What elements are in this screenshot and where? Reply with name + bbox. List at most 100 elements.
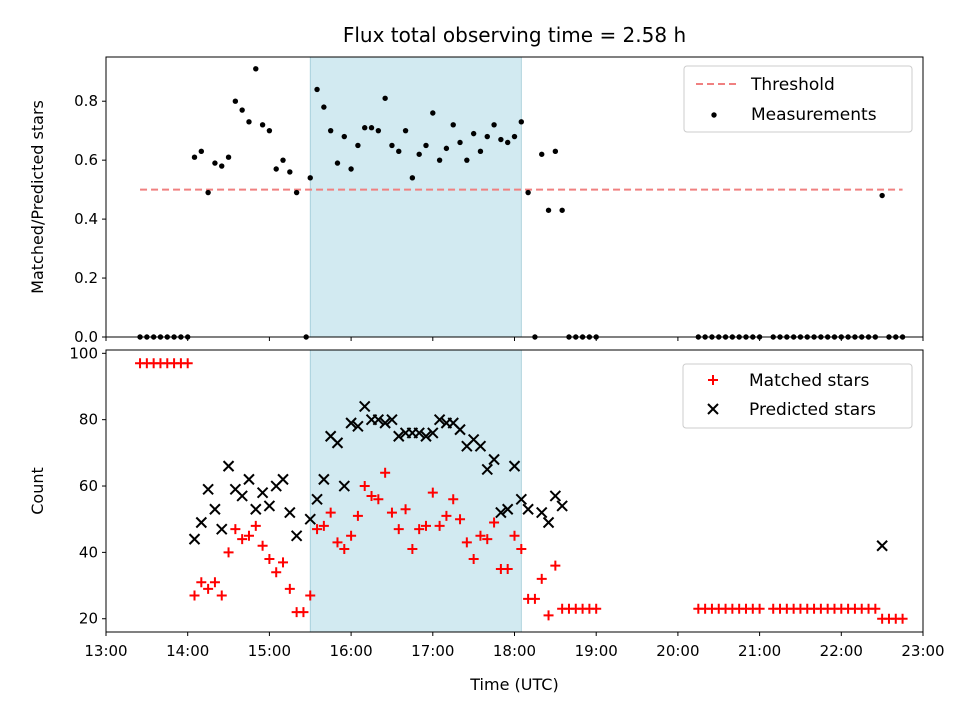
measurement-point bbox=[205, 189, 211, 196]
matched-star-point bbox=[359, 481, 370, 492]
legend-box bbox=[682, 363, 913, 429]
matched-star-point bbox=[230, 524, 241, 535]
matched-star-point bbox=[591, 603, 602, 614]
observing-window-band bbox=[309, 56, 522, 338]
measurement-point bbox=[402, 127, 409, 134]
matched-star-point bbox=[536, 573, 547, 584]
measurement-point bbox=[879, 192, 885, 199]
matched-star-point bbox=[250, 520, 261, 531]
measurement-point bbox=[511, 133, 518, 140]
x-axis-label: Time (UTC) bbox=[469, 675, 558, 694]
predicted-star-point bbox=[256, 486, 269, 499]
measurement-point bbox=[539, 151, 545, 157]
measurement-point bbox=[504, 139, 511, 146]
predicted-star-point bbox=[481, 463, 493, 476]
measurement-point bbox=[430, 110, 436, 116]
y-axis-label: Count bbox=[28, 467, 47, 515]
legend-threshold-label: Threshold bbox=[750, 75, 835, 95]
matched-star-point bbox=[237, 534, 248, 545]
matched-star-point bbox=[400, 504, 411, 515]
predicted-star-point bbox=[263, 500, 276, 512]
matched-star-point bbox=[468, 554, 479, 565]
predicted-star-point bbox=[876, 540, 888, 552]
predicted-star-point bbox=[236, 490, 248, 502]
measurement-point bbox=[484, 133, 490, 140]
y-axis-label: Matched/Predicted stars bbox=[28, 100, 47, 294]
legend-measurements-label: Measurements bbox=[751, 105, 877, 125]
measurement-point bbox=[491, 122, 497, 128]
y-tick-label: 0.6 bbox=[74, 151, 98, 169]
matched-star-point bbox=[427, 487, 438, 498]
predicted-star-point bbox=[549, 490, 562, 502]
y-tick-label: 0.2 bbox=[74, 269, 98, 287]
predicted-star-point bbox=[304, 513, 316, 525]
x-tick-label: 22:00 bbox=[820, 642, 863, 660]
measurement-point bbox=[545, 207, 552, 213]
predicted-star-point bbox=[216, 523, 228, 535]
predicted-star-point bbox=[454, 423, 466, 436]
matched-star-point bbox=[543, 610, 554, 621]
matched-star-point bbox=[455, 514, 466, 525]
measurement-point bbox=[382, 95, 388, 101]
matched-star-point bbox=[298, 607, 309, 618]
measurement-point bbox=[525, 189, 531, 196]
measurement-point bbox=[225, 154, 232, 160]
measurement-point bbox=[273, 166, 279, 172]
y-tick-label: 40 bbox=[79, 543, 98, 561]
matched-star-point bbox=[243, 530, 254, 541]
predicted-star-point bbox=[522, 503, 534, 515]
legend-top: Threshold Measurements bbox=[683, 65, 913, 133]
measurement-point bbox=[321, 104, 327, 110]
y-tick-label: 0.8 bbox=[74, 92, 98, 110]
matched-star-point bbox=[209, 577, 220, 588]
predicted-star-point bbox=[243, 473, 255, 486]
predicted-star-point bbox=[359, 400, 371, 413]
predicted-star-point bbox=[345, 417, 357, 429]
predicted-star-point bbox=[372, 413, 385, 426]
measurement-point bbox=[389, 142, 395, 149]
matched-star-point bbox=[352, 510, 363, 521]
measurement-point bbox=[409, 175, 416, 181]
measurement-point bbox=[307, 175, 313, 181]
measurement-point bbox=[314, 86, 320, 93]
measurement-point bbox=[477, 148, 484, 155]
matched-star-point bbox=[182, 358, 193, 369]
matched-star-point bbox=[339, 544, 350, 555]
y-tick-label: 100 bbox=[69, 344, 98, 362]
measurement-point bbox=[416, 151, 422, 157]
y-tick-label: 20 bbox=[79, 610, 98, 628]
matched-star-point bbox=[305, 590, 316, 601]
matched-star-point bbox=[420, 520, 431, 531]
measurement-point bbox=[470, 130, 477, 137]
matched-star-point bbox=[407, 544, 418, 555]
matched-star-point bbox=[257, 540, 268, 551]
matched-star-point bbox=[482, 534, 493, 545]
x-tick-label: 20:00 bbox=[656, 642, 699, 660]
measurement-point bbox=[341, 133, 347, 140]
measurement-point bbox=[375, 127, 382, 134]
predicted-star-point bbox=[393, 430, 405, 442]
measurement-point bbox=[239, 107, 245, 113]
x-tick-label: 13:00 bbox=[84, 642, 127, 660]
y-tick-label: 80 bbox=[79, 411, 98, 429]
measurement-point bbox=[362, 125, 368, 131]
x-tick-label: 21:00 bbox=[738, 642, 781, 660]
top-panel: 0.0 0.2 0.4 0.6 0.8 Matched/Predicted stars Th… bbox=[28, 56, 924, 346]
matched-star-point bbox=[754, 603, 765, 614]
matched-star-point bbox=[897, 613, 908, 624]
matched-star-point bbox=[189, 590, 200, 601]
matched-star-point bbox=[489, 517, 500, 528]
predicted-star-point bbox=[379, 417, 391, 429]
predicted-star-point bbox=[413, 427, 425, 439]
predicted-star-point bbox=[515, 493, 528, 506]
predicted-star-point bbox=[508, 460, 521, 472]
matched-star-point bbox=[475, 530, 486, 541]
measurement-point bbox=[232, 98, 239, 104]
legend-matched-label: Matched stars bbox=[749, 371, 869, 391]
measurement-point bbox=[219, 163, 225, 169]
measurement-point bbox=[253, 66, 259, 72]
matched-star-point bbox=[312, 524, 323, 535]
matched-star-point bbox=[346, 530, 357, 541]
measurement-point bbox=[559, 207, 565, 213]
